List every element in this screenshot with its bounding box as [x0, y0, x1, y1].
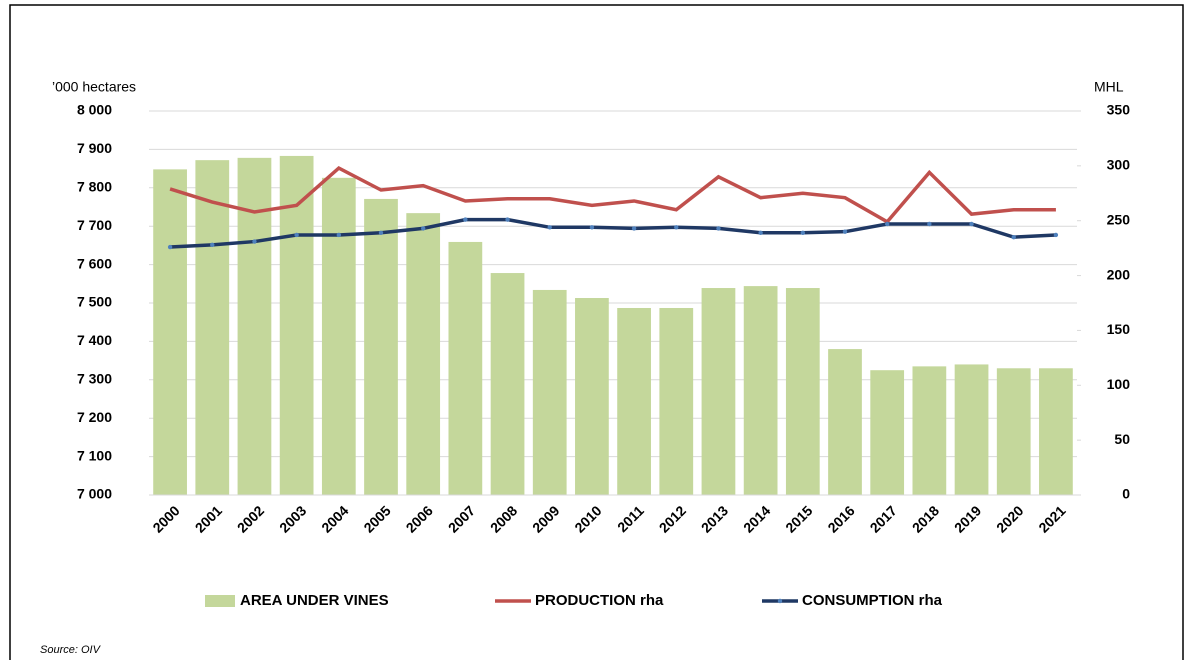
- x-tick-label: 2012: [656, 502, 689, 535]
- y2-axis-title: MHL: [1094, 79, 1124, 95]
- legend-marker: [777, 598, 783, 604]
- y2-tick-label: 150: [1107, 321, 1131, 337]
- y2-tick-label: 100: [1107, 376, 1131, 392]
- y-tick-label: 7 400: [77, 332, 112, 348]
- y2-tick-label: 250: [1107, 211, 1131, 227]
- bar: [1039, 368, 1073, 495]
- bar: [996, 368, 1031, 495]
- point: [674, 225, 679, 230]
- x-tick-label: 2017: [867, 502, 900, 535]
- bar: [659, 307, 694, 495]
- legend-label: AREA UNDER VINES: [240, 592, 389, 609]
- bar: [195, 160, 230, 496]
- y2-tick-label: 300: [1107, 157, 1131, 173]
- point: [378, 230, 384, 235]
- line: [170, 217, 1057, 249]
- point: [758, 230, 763, 235]
- point: [589, 225, 595, 230]
- y-tick-label: 7 600: [77, 255, 112, 271]
- bar: [954, 364, 989, 495]
- y-tick-label: 7 300: [77, 371, 112, 387]
- bar: [617, 307, 651, 495]
- point: [884, 221, 890, 227]
- x-tick-label: 2002: [234, 502, 267, 535]
- x-tick-label: 2014: [740, 502, 773, 535]
- bar: [743, 286, 778, 495]
- legend-label: PRODUCTION rha: [535, 592, 664, 609]
- bar: [912, 366, 947, 495]
- bar: [785, 288, 820, 495]
- y-tick-label: 7 900: [77, 140, 112, 156]
- x-tick-label: 2016: [824, 502, 857, 535]
- bar: [490, 273, 525, 495]
- y2-tick-label: 50: [1114, 431, 1130, 447]
- y-axis-title: ’000 hectares: [52, 79, 136, 95]
- bar: [701, 288, 736, 495]
- x-tick-label: 2008: [487, 502, 520, 535]
- y2-tick-label: 350: [1107, 102, 1131, 118]
- x-tick-label: 2005: [360, 502, 393, 535]
- y-tick-label: 8 000: [77, 102, 112, 118]
- x-tick-label: 2000: [149, 502, 182, 535]
- x-tick-label: 2019: [951, 502, 984, 535]
- point: [336, 232, 342, 238]
- legend-swatch: [205, 595, 235, 607]
- point: [547, 225, 552, 230]
- x-tick-label: 2001: [192, 502, 225, 535]
- x-tick-label: 2015: [782, 502, 815, 535]
- y-tick-label: 7 700: [77, 217, 112, 233]
- x-tick-label: 2013: [698, 502, 731, 535]
- point: [463, 217, 468, 222]
- source: Source: OIV: [40, 644, 102, 656]
- x-tick-label: 2003: [276, 502, 309, 535]
- point: [210, 242, 215, 248]
- y-tick-label: 7 200: [77, 409, 112, 425]
- y-tick-label: 7 100: [77, 447, 112, 463]
- bar: [828, 349, 862, 495]
- point: [505, 217, 510, 222]
- y-tick-label: 7 500: [77, 294, 112, 310]
- point: [167, 244, 173, 250]
- x-tick-label: 2010: [571, 502, 604, 535]
- x-tick-label: 2009: [529, 502, 562, 535]
- point: [631, 226, 637, 231]
- x-tick-label: 2021: [1035, 502, 1068, 535]
- point: [294, 232, 299, 238]
- point: [716, 226, 721, 231]
- point: [969, 221, 974, 227]
- legend-label: CONSUMPTION rha: [802, 592, 943, 609]
- point: [1053, 232, 1059, 238]
- point: [1011, 234, 1016, 240]
- point: [927, 221, 932, 227]
- point: [420, 226, 426, 231]
- point: [252, 239, 257, 244]
- frame: [9, 4, 1184, 660]
- x-tick-label: 2006: [403, 502, 436, 535]
- bar: [237, 157, 272, 495]
- y-tick-label: 7 800: [77, 179, 112, 195]
- bar: [870, 370, 905, 495]
- bar: [364, 198, 398, 495]
- point: [842, 229, 848, 234]
- y-tick-label: 7 000: [77, 486, 112, 502]
- point: [800, 230, 806, 235]
- bar: [406, 213, 441, 496]
- bar: [153, 169, 187, 496]
- y2-tick-label: 200: [1107, 266, 1131, 282]
- bar: [575, 298, 609, 495]
- line: [169, 165, 1056, 225]
- bar: [279, 155, 314, 496]
- x-tick-label: 2007: [445, 502, 478, 535]
- y2-tick-label: 0: [1122, 486, 1130, 502]
- x-tick-label: 2018: [909, 502, 942, 535]
- x-tick-label: 2004: [318, 502, 351, 535]
- bar: [532, 289, 567, 495]
- bar: [321, 177, 356, 496]
- x-tick-label: 2020: [993, 502, 1026, 535]
- bar: [448, 241, 483, 495]
- x-tick-label: 2011: [614, 502, 647, 535]
